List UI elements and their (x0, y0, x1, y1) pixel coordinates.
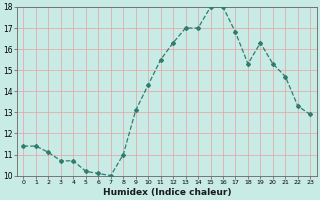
X-axis label: Humidex (Indice chaleur): Humidex (Indice chaleur) (103, 188, 231, 197)
